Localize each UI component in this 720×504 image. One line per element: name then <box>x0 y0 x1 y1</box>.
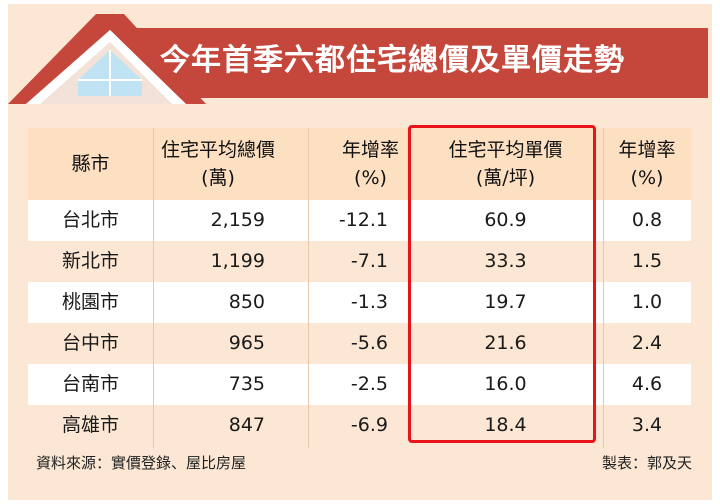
unit-yoy-cell: 2.4 <box>631 332 663 354</box>
table-row: 台中市 965 -5.6 21.6 2.4 <box>28 323 691 364</box>
header-total-yoy: 年增率 (%) <box>341 139 399 189</box>
header-total-price: 住宅平均總價 (萬) <box>160 139 275 189</box>
column-divider <box>603 128 604 448</box>
unit-price-cell: 60.9 <box>484 209 527 231</box>
total-price-cell: 735 <box>228 373 265 395</box>
header-city: 縣市 <box>71 153 110 175</box>
city-cell: 台中市 <box>61 332 119 354</box>
unit-yoy-cell: 4.6 <box>631 373 663 395</box>
total-price-cell: 847 <box>228 414 265 436</box>
city-cell: 桃園市 <box>61 291 119 313</box>
city-cell: 高雄市 <box>61 414 119 436</box>
column-divider <box>308 128 309 448</box>
header-unit-price: 住宅平均單價 (萬/坪) <box>448 139 563 189</box>
page-title: 今年首季六都住宅總價及單價走勢 <box>160 43 625 78</box>
roof-outer <box>8 14 206 104</box>
unit-yoy-cell: 0.8 <box>631 209 663 231</box>
total-yoy-cell: -6.9 <box>350 414 388 436</box>
table-row: 台北市 2,159 -12.1 60.9 0.8 <box>28 200 691 241</box>
house-roof-graphic <box>8 14 708 104</box>
total-yoy-cell: -1.3 <box>350 291 388 313</box>
title-banner <box>120 28 708 98</box>
table-row: 桃園市 850 -1.3 19.7 1.0 <box>28 282 691 323</box>
total-yoy-cell: -7.1 <box>350 250 388 272</box>
unit-price-highlight-box <box>408 125 596 443</box>
unit-yoy-cell: 1.5 <box>631 250 663 272</box>
total-yoy-cell: -12.1 <box>338 209 388 231</box>
table-row: 新北市 1,199 -7.1 33.3 1.5 <box>28 241 691 282</box>
unit-yoy-cell: 3.4 <box>631 414 663 436</box>
credit-note: 製表：郭及天 <box>601 454 692 472</box>
total-yoy-cell: -5.6 <box>350 332 388 354</box>
unit-price-cell: 33.3 <box>484 250 527 272</box>
total-price-cell: 1,199 <box>210 250 265 272</box>
table-row: 台南市 735 -2.5 16.0 4.6 <box>28 364 691 405</box>
unit-yoy-cell: 1.0 <box>631 291 663 313</box>
total-yoy-cell: -2.5 <box>350 373 388 395</box>
city-cell: 台北市 <box>61 209 119 231</box>
unit-price-cell: 21.6 <box>484 332 527 354</box>
unit-price-cell: 19.7 <box>484 291 527 313</box>
total-price-cell: 2,159 <box>210 209 265 231</box>
source-note: 資料來源：實價登錄、屋比房屋 <box>36 454 247 472</box>
table-header: 縣市 住宅平均總價 (萬) 年增率 (%) 住宅平均單價 (萬/坪) 年增率 (… <box>28 128 691 200</box>
header-unit-yoy: 年增率 (%) <box>618 139 676 189</box>
unit-price-cell: 18.4 <box>484 414 527 436</box>
table-row: 高雄市 847 -6.9 18.4 3.4 <box>28 405 691 446</box>
total-price-cell: 850 <box>228 291 265 313</box>
unit-price-cell: 16.0 <box>484 373 527 395</box>
total-price-cell: 965 <box>228 332 265 354</box>
city-cell: 台南市 <box>61 373 119 395</box>
city-cell: 新北市 <box>61 250 119 272</box>
column-divider <box>153 128 154 448</box>
